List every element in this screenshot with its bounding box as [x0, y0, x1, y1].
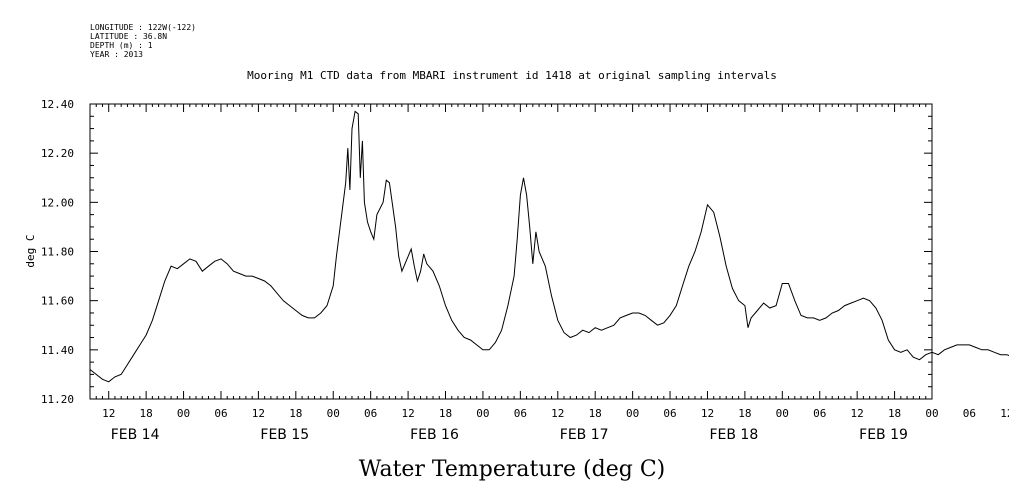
- x-tick-label: 18: [289, 407, 302, 420]
- x-tick-label: 06: [514, 407, 527, 420]
- x-day-label: FEB 14: [111, 427, 160, 443]
- x-tick-label: 18: [589, 407, 602, 420]
- x-tick-label: 12: [851, 407, 864, 420]
- x-tick-label: 06: [663, 407, 676, 420]
- metadata-longitude: LONGITUDE : 122W(-122): [90, 23, 196, 32]
- metadata-year: YEAR : 2013: [90, 50, 143, 59]
- y-tick-label: 11.20: [41, 393, 74, 406]
- y-tick-label: 12.40: [41, 98, 74, 111]
- y-axis: 11.20 11.40 11.60 11.80 12.00 12.20 12.40: [41, 98, 932, 406]
- x-tick-label: 06: [963, 407, 976, 420]
- x-tick-label: 00: [776, 407, 789, 420]
- x-tick-label: 12: [551, 407, 564, 420]
- metadata-latitude: LATITUDE : 36.8N: [90, 32, 167, 41]
- y-tick-label: 11.60: [41, 295, 74, 308]
- x-day-label: FEB 15: [260, 427, 309, 443]
- y-axis-label: deg C: [24, 234, 37, 267]
- plot-frame: [89, 103, 933, 400]
- y-tick-label: 11.80: [41, 246, 74, 259]
- x-tick-label: 00: [327, 407, 340, 420]
- x-tick-label: 18: [140, 407, 153, 420]
- x-tick-label: 18: [439, 407, 452, 420]
- metadata-block: LONGITUDE : 122W(-122) LATITUDE : 36.8N …: [90, 23, 196, 59]
- y-tick-label: 12.00: [41, 196, 74, 209]
- y-tick-label: 11.40: [41, 344, 74, 357]
- x-tick-label: 06: [364, 407, 377, 420]
- x-tick-label: 12: [701, 407, 714, 420]
- x-tick-label: 18: [888, 407, 901, 420]
- series-layer: [89, 110, 1009, 383]
- x-day-label: FEB 17: [560, 427, 609, 443]
- x-tick-label: 18: [738, 407, 751, 420]
- x-tick-label: 12: [252, 407, 265, 420]
- x-axis-label: Water Temperature (deg C): [359, 457, 666, 482]
- x-day-label: FEB 19: [859, 427, 908, 443]
- x-axis: 12 18 00 06 12 18 00 06 12 18 00 06 12 18 00 06 12 18 00 06…: [89, 104, 1009, 443]
- x-day-label: FEB 18: [709, 427, 758, 443]
- series-line: [89, 110, 1009, 383]
- chart-title: Mooring M1 CTD data from MBARI instrumen…: [247, 69, 777, 82]
- x-tick-label: 12: [1000, 407, 1009, 420]
- y-tick-label: 12.20: [41, 147, 74, 160]
- x-tick-label: 00: [177, 407, 190, 420]
- x-tick-label: 12: [401, 407, 414, 420]
- x-tick-label: 06: [813, 407, 826, 420]
- x-tick-label: 00: [626, 407, 639, 420]
- x-tick-label: 12: [102, 407, 115, 420]
- metadata-depth: DEPTH (m) : 1: [90, 41, 153, 50]
- x-day-label: FEB 16: [410, 427, 459, 443]
- x-tick-label: 00: [925, 407, 938, 420]
- x-tick-label: 06: [214, 407, 227, 420]
- x-tick-label: 00: [476, 407, 489, 420]
